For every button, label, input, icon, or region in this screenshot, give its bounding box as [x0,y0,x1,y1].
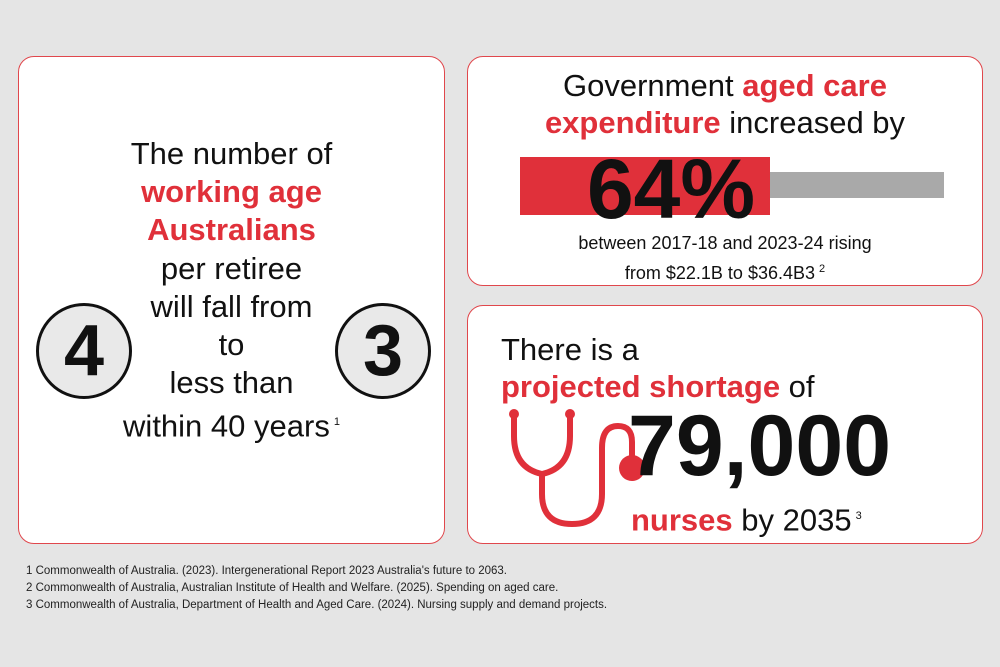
shortage-line-2: projected shortage of [501,369,815,405]
headline-text-1: Government [563,68,743,103]
left-line-1: The number of [130,136,333,171]
footnotes: 1 Commonwealth of Australia. (2023). Int… [26,563,607,614]
expenditure-detail-1: between 2017-18 and 2023-24 rising [578,233,872,253]
expenditure-headline-line-2: expenditure increased by [468,105,982,141]
by-2035: by 2035 [732,502,852,538]
from-value-circle: 4 [36,303,132,399]
headline-red-1: aged care [742,68,887,103]
shortage-line-3: nurses by 2035 3 [631,498,862,538]
left-line-3: Australians [147,212,316,247]
shortage-of: of [780,369,815,404]
left-line-6: to [218,327,245,362]
percent-bar-track [520,157,944,215]
footnote-ref-1: 1 [333,416,340,428]
percent-bar-fill [520,157,770,215]
footnote-ref-3: 3 [855,510,862,522]
nurses-red: nurses [631,502,733,538]
footnote-ref-2: 2 [819,263,826,275]
left-line-7: less than [169,365,294,400]
nurse-shortage-card: There is a projected shortage of 79,000 … [467,305,983,544]
left-line-8-text: within 40 years [123,408,330,444]
headline-red-2: expenditure [544,105,721,140]
footnote-1: 1 Commonwealth of Australia. (2023). Int… [26,565,508,577]
left-line-2: working age [141,174,322,209]
retiree-ratio-card: The number of working age Australians pe… [18,56,445,544]
expenditure-headline-line-1: Government aged care [468,68,982,104]
left-line-8: within 40 years 1 [19,403,444,445]
expenditure-card: Government aged care expenditure increas… [467,56,983,286]
stethoscope-icon [509,409,644,528]
left-line-5: will fall from [150,289,313,324]
shortage-red: projected shortage [501,369,781,404]
headline-text-2: increased by [720,105,906,140]
percent-label: 64% [586,142,756,236]
expenditure-detail-2: from $22.1B to $36.4B3 2 [468,256,982,286]
shortage-line-1: There is a [501,332,639,367]
to-value-circle: 3 [335,303,431,399]
shortage-number: 79,000 [628,398,892,494]
footnote-3: 3 Commonwealth of Australia, Department … [26,599,608,611]
left-line-4: per retiree [160,251,303,286]
footnote-2: 2 Commonwealth of Australia, Australian … [26,582,559,594]
expenditure-detail-2-text: from $22.1B to $36.4B3 [624,263,815,283]
